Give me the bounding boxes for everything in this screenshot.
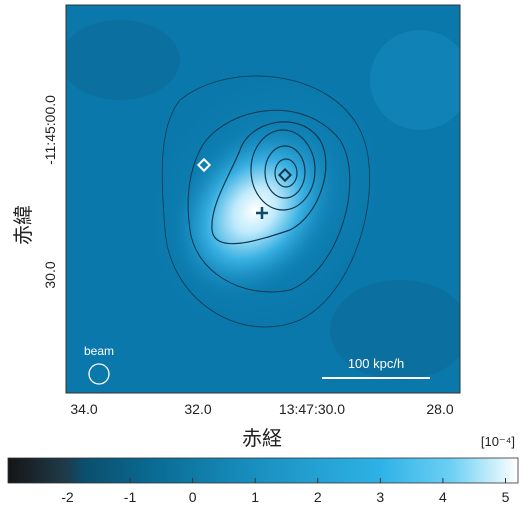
x-axis-label: 赤経 xyxy=(242,427,282,450)
colorbar-tick-label: 4 xyxy=(439,489,447,505)
y-tick-label: 30.0 xyxy=(42,261,58,288)
sky-image: beam 100 kpc/h xyxy=(66,5,460,393)
colorbar-tick-label: 1 xyxy=(251,489,259,505)
x-tick-label: 32.0 xyxy=(184,401,211,417)
colorbar-tick-label: -1 xyxy=(124,489,137,505)
beam-circle xyxy=(88,363,110,385)
y-axis-label: 赤緯 xyxy=(12,205,35,245)
y-tick-label: -11:45:00.0 xyxy=(42,95,58,165)
marker-diamond xyxy=(277,167,293,183)
colorbar-tick-label: 5 xyxy=(502,489,510,505)
colorbar-ticks: -2 -1 0 1 2 3 4 5 xyxy=(61,478,510,505)
x-tick-label: 13:47:30.0 xyxy=(279,401,345,417)
colorbar-tick-label: -2 xyxy=(61,489,74,505)
colorbar-unit: [10⁻⁴] xyxy=(481,434,515,449)
marker-cross xyxy=(256,207,268,219)
x-tick-label: 28.0 xyxy=(426,401,453,417)
colorbar-tick-label: 2 xyxy=(314,489,322,505)
scale-label: 100 kpc/h xyxy=(348,356,404,371)
colorbar-tick-label: 3 xyxy=(376,489,384,505)
beam-label: beam xyxy=(84,344,114,358)
colorbar xyxy=(7,457,519,484)
marker-diamond xyxy=(196,157,212,173)
colorbar-tick-label: 0 xyxy=(189,489,197,505)
contours xyxy=(161,75,371,328)
x-tick-label: 34.0 xyxy=(70,401,97,417)
image-frame xyxy=(65,4,461,394)
